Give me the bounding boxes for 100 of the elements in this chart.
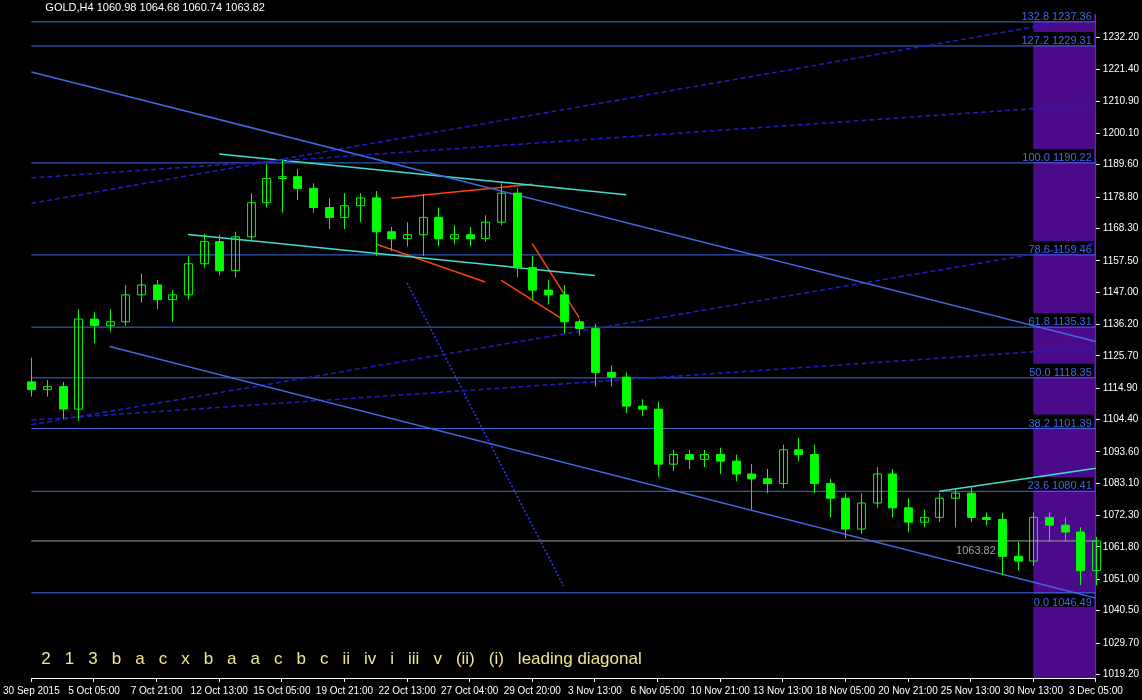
annotation: ii xyxy=(342,649,351,668)
x-tick-label: 10 Nov 21:00 xyxy=(690,684,751,696)
candlestick xyxy=(904,497,913,533)
annotation: 1 xyxy=(64,649,75,668)
x-tick-label: 15 Oct 05:00 xyxy=(253,684,311,696)
candlestick xyxy=(403,221,412,247)
y-tick-label: 1200.10 xyxy=(1102,127,1140,139)
candlestick xyxy=(200,233,209,269)
candlestick xyxy=(481,214,490,243)
x-tick-label: 6 Nov 05:00 xyxy=(630,684,685,696)
ref-line-label: 127.2 1229.31 xyxy=(1021,33,1092,46)
candlestick xyxy=(247,192,256,243)
y-tick-label: 1093.60 xyxy=(1102,445,1140,457)
candlestick xyxy=(59,381,68,420)
annotation: b xyxy=(296,649,306,668)
candlestick xyxy=(137,273,146,304)
candlestick xyxy=(779,444,788,489)
y-tick-label: 1125.70 xyxy=(1102,349,1139,361)
annotation: 2 xyxy=(41,649,51,668)
x-tick-label: 18 Nov 05:00 xyxy=(815,684,876,696)
x-tick-label: 29 Oct 20:00 xyxy=(503,684,562,696)
annotation: i xyxy=(390,649,395,668)
candlestick xyxy=(325,197,334,230)
candlestick xyxy=(497,182,506,226)
annotation: a xyxy=(250,649,261,668)
y-tick-label: 1029.70 xyxy=(1102,636,1140,648)
candlestick xyxy=(106,308,115,333)
chart-title: GOLD,H4 1060.98 1064.68 1060.74 1063.82 xyxy=(45,1,265,13)
candlestick xyxy=(951,487,960,528)
ref-line-label: 38.2 1101.39 xyxy=(1028,416,1092,429)
x-tick-label: 20 Nov 21:00 xyxy=(878,684,939,696)
candlestick xyxy=(168,289,177,323)
annotation: 3 xyxy=(88,649,98,668)
y-tick-label: 1189.60 xyxy=(1102,158,1139,170)
y-tick-label: 1083.10 xyxy=(1102,477,1140,489)
y-tick-label: 1232.20 xyxy=(1102,31,1140,43)
x-tick-label: 25 Nov 13:00 xyxy=(940,684,1001,696)
candlestick xyxy=(716,447,725,475)
annotation: iv xyxy=(364,649,377,668)
candlestick xyxy=(278,158,287,214)
annotation: leading diagonal xyxy=(517,649,642,668)
candlestick xyxy=(356,192,365,223)
candlestick xyxy=(826,478,835,518)
y-tick-label: 1040.50 xyxy=(1102,604,1140,616)
candlestick xyxy=(857,492,866,535)
candlestick xyxy=(419,193,428,257)
x-tick-label: 30 Nov 13:00 xyxy=(1003,684,1064,696)
y-tick-label: 1104.40 xyxy=(1102,413,1139,425)
annotation: iii xyxy=(408,649,420,668)
candlestick xyxy=(262,163,271,209)
ref-line-label: 100.0 1190.22 xyxy=(1022,150,1092,163)
candlestick xyxy=(528,255,537,301)
ref-line-label: 0.0 1046.49 xyxy=(1033,595,1092,608)
y-tick-label: 1210.90 xyxy=(1102,94,1140,106)
ref-line-label: 132.8 1237.36 xyxy=(1021,9,1092,22)
candlestick xyxy=(74,308,83,422)
annotation: a xyxy=(135,649,146,668)
x-tick-label: 13 Nov 13:00 xyxy=(753,684,813,696)
x-tick-label: 3 Nov 13:00 xyxy=(567,684,623,696)
x-tick-label: 19 Oct 21:00 xyxy=(315,684,374,696)
y-tick-label: 1019.20 xyxy=(1102,668,1140,680)
candlestick xyxy=(450,224,459,245)
ref-line-label: 50.0 1118.35 xyxy=(1029,365,1092,378)
x-tick-label: 22 Oct 13:00 xyxy=(378,684,437,696)
x-tick-label: 3 Dec 05:00 xyxy=(1068,684,1124,696)
ref-line-label: 23.6 1080.41 xyxy=(1027,479,1092,492)
y-tick-label: 1072.30 xyxy=(1102,509,1140,521)
annotation: v xyxy=(433,649,443,668)
ref-line-label: 78.6 1159.46 xyxy=(1028,242,1092,255)
y-tick-label: 1061.80 xyxy=(1102,540,1140,552)
y-tick-label: 1114.90 xyxy=(1102,381,1138,393)
ref-line-label: 61.8 1135.31 xyxy=(1028,315,1092,328)
candlestick xyxy=(935,492,944,523)
x-tick-label: 7 Oct 21:00 xyxy=(130,684,183,696)
annotation: b xyxy=(111,649,122,668)
candlestick xyxy=(669,449,678,472)
annotation: (ii) xyxy=(455,649,475,668)
y-tick-label: 1178.80 xyxy=(1102,190,1139,202)
annotation: x xyxy=(181,649,191,668)
candlestick xyxy=(873,466,882,509)
ref-line-label: 1063.82 xyxy=(956,543,996,556)
y-tick-label: 1157.50 xyxy=(1102,254,1139,266)
candlestick xyxy=(293,168,302,201)
annotation: a xyxy=(227,649,238,668)
annotation: b xyxy=(203,649,214,668)
annotation: c xyxy=(158,649,168,668)
y-tick-label: 1168.30 xyxy=(1102,222,1139,234)
y-tick-label: 1051.00 xyxy=(1102,573,1140,585)
annotation: c xyxy=(319,649,329,668)
candlestick xyxy=(231,231,240,278)
candlestick xyxy=(1029,512,1038,567)
y-tick-label: 1221.40 xyxy=(1102,63,1140,75)
annotation: c xyxy=(274,649,283,668)
x-tick-label: 30 Sep 2015 xyxy=(3,684,61,696)
candlestick xyxy=(340,192,349,230)
candlestick xyxy=(685,449,694,470)
annotation: (i) xyxy=(488,649,504,668)
candlestick xyxy=(184,255,193,301)
x-tick-label: 12 Oct 13:00 xyxy=(190,684,249,696)
candlestick xyxy=(43,379,52,398)
